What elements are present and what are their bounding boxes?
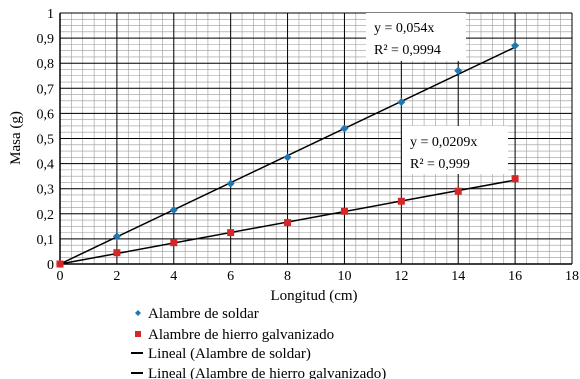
legend-label-hierro: Alambre de hierro galvanizado (148, 327, 334, 343)
x-tick-label: 18 (565, 269, 579, 284)
data-point-hierro (113, 249, 121, 257)
data-point-hierro (454, 187, 462, 195)
legend-item-hierro: Alambre de hierro galvanizado (135, 327, 334, 343)
y-tick-label: 0,1 (37, 233, 55, 248)
x-tick-label: 2 (113, 269, 120, 284)
y-tick-label: 0,9 (37, 32, 55, 47)
legend-label-lineal-hierro: Lineal (Alambre de hierro galvanizado) (148, 366, 386, 379)
y-tick-label: 0,2 (37, 208, 55, 223)
data-point-hierro (511, 175, 519, 183)
data-point-soldar (169, 206, 178, 215)
y-tick-label: 0 (47, 258, 54, 273)
data-point-soldar (340, 124, 349, 133)
y-tick-label: 0,4 (37, 158, 55, 173)
r2-soldar: R² = 0,9994 (374, 43, 441, 58)
y-axis-title: Masa (g) (8, 111, 24, 165)
x-tick-label: 8 (284, 269, 291, 284)
axes (59, 13, 572, 265)
legend-item-soldar: Alambre de soldar (135, 306, 259, 322)
x-tick-label: 14 (451, 269, 465, 284)
data-point-soldar (397, 98, 406, 107)
legend-label-lineal-soldar: Lineal (Alambre de soldar) (148, 346, 311, 362)
x-tick-label: 0 (57, 269, 64, 284)
x-axis-title: Longitud (cm) (270, 288, 357, 304)
legend-item-lineal-hierro: Lineal (Alambre de hierro galvanizado) (131, 366, 386, 379)
legend-diamond-marker (135, 310, 141, 316)
x-tick-label: 10 (337, 269, 351, 284)
data-point-hierro (397, 197, 405, 205)
legend: Alambre de soldar Alambre de hierro galv… (131, 306, 386, 379)
legend-label-soldar: Alambre de soldar (148, 306, 259, 322)
x-tick-label: 4 (170, 269, 177, 284)
data-point-hierro (56, 260, 64, 268)
x-tick-label: 16 (508, 269, 522, 284)
tick-labels: 0 2 4 6 8 10 12 14 16 18 0 0,1 0,2 0,3 0,4 0,5 0,6 0,7 0,8… (37, 7, 580, 284)
legend-item-lineal-soldar: Lineal (Alambre de soldar) (131, 346, 311, 362)
y-tick-label: 0,7 (37, 82, 55, 97)
equation-box-soldar-bg (366, 13, 466, 61)
y-tick-label: 0,3 (37, 183, 55, 198)
y-tick-label: 0,8 (37, 57, 55, 72)
data-point-soldar (511, 41, 520, 50)
equation-soldar: y = 0,054x (374, 21, 434, 36)
data-point-hierro (170, 239, 178, 247)
data-point-soldar (112, 232, 121, 241)
r2-hierro: R² = 0,999 (410, 157, 470, 172)
equation-box-hierro: y = 0,0209x R² = 0,999 (402, 126, 508, 174)
y-tick-label: 0,6 (37, 107, 55, 122)
equation-hierro: y = 0,0209x (410, 135, 477, 150)
x-tick-label: 12 (394, 269, 408, 284)
y-tick-label: 0,5 (37, 133, 55, 148)
data-point-soldar (226, 179, 235, 188)
data-point-hierro (284, 219, 292, 227)
data-point-soldar (454, 66, 463, 75)
data-point-hierro (227, 229, 235, 237)
data-point-soldar (283, 153, 292, 162)
legend-square-marker (135, 331, 141, 337)
equation-box-soldar: y = 0,054x R² = 0,9994 (366, 13, 466, 61)
y-tick-label: 1 (47, 7, 54, 22)
equation-box-hierro-bg (402, 126, 508, 174)
data-point-hierro (340, 207, 348, 215)
data-markers (56, 41, 520, 268)
x-tick-label: 6 (227, 269, 234, 284)
